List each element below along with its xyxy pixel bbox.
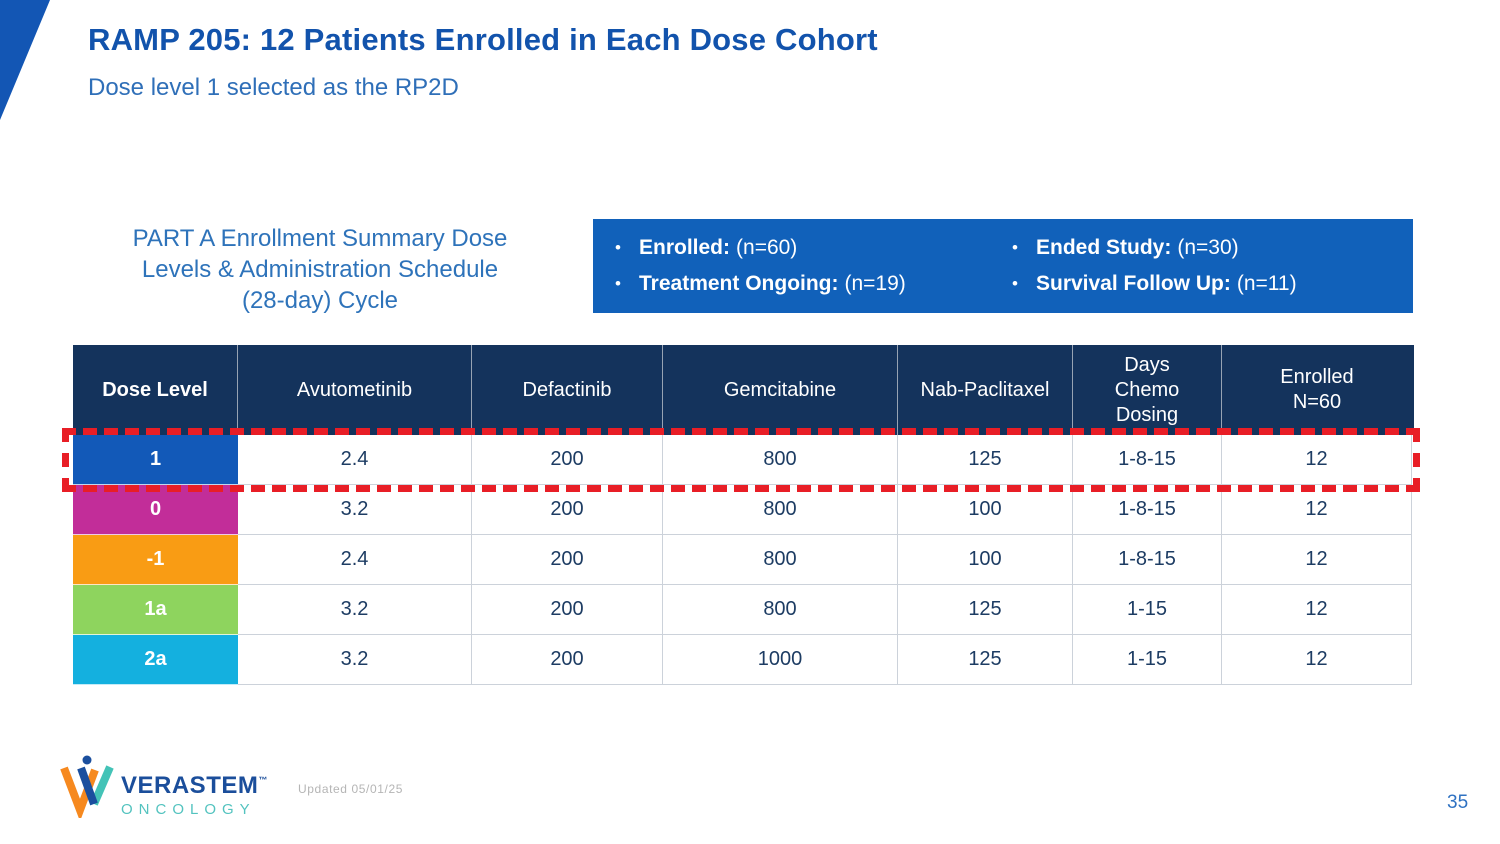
logo-brand-label: VERASTEM — [121, 772, 259, 799]
logo-brand-name: VERASTEM™ — [121, 768, 267, 798]
gemcitabine-cell: 800 — [663, 435, 898, 485]
column-header-label: Dose Level — [102, 378, 208, 401]
logo-division-name: ONCOLOGY — [121, 801, 256, 818]
enrolled-cell: 12 — [1222, 585, 1412, 635]
dose-level-cell: 0 — [73, 485, 238, 535]
bullet-icon: • — [1011, 238, 1018, 257]
table-header-row: Dose Level Avutometinib Defactinib Gemci… — [73, 345, 1414, 435]
column-header-label: Nab-Paclitaxel — [920, 378, 1050, 401]
dose-level-cell: 2a — [73, 635, 238, 685]
logo-text: VERASTEM™ ONCOLOGY — [121, 768, 267, 819]
verastem-oncology-logo: VERASTEM™ ONCOLOGY — [60, 754, 267, 818]
defactinib-cell: 200 — [472, 635, 663, 685]
status-column-left: • Enrolled: (n=60) • Treatment Ongoing: (n=1… — [615, 236, 1012, 296]
status-item-ended-study: • Ended Study: (n=30) — [1012, 236, 1391, 260]
nab-paclitaxel-cell: 125 — [898, 585, 1073, 635]
status-value: (n=60) — [736, 236, 798, 259]
defactinib-cell: 200 — [472, 535, 663, 585]
column-header-dose-level: Dose Level — [73, 345, 238, 435]
avutometinib-cell: 2.4 — [238, 435, 472, 485]
gemcitabine-cell: 800 — [663, 485, 898, 535]
verastem-logo-icon — [60, 755, 114, 818]
column-header-days-chemo-dosing: Days Chemo Dosing — [1073, 345, 1222, 435]
gemcitabine-cell: 800 — [663, 585, 898, 635]
slide-subtitle: Dose level 1 selected as the RP2D — [88, 74, 459, 101]
column-header-label: Gemcitabine — [723, 378, 837, 401]
enrolled-cell: 12 — [1222, 435, 1412, 485]
dose-cohort-table: Dose Level Avutometinib Defactinib Gemci… — [73, 345, 1414, 685]
nab-paclitaxel-cell: 125 — [898, 435, 1073, 485]
dose-level-cell: 1 — [73, 435, 238, 485]
days-chemo-dosing-cell: 1-8-15 — [1073, 435, 1222, 485]
bullet-icon: • — [1011, 274, 1018, 293]
slide-title: RAMP 205: 12 Patients Enrolled in Each D… — [88, 22, 878, 57]
table-row-dose-1: 1 2.4 200 800 125 1-8-15 12 — [73, 435, 1414, 485]
table-row-dose-1a: 1a 3.2 200 800 125 1-15 12 — [73, 585, 1414, 635]
table-row-dose-0: 0 3.2 200 800 100 1-8-15 12 — [73, 485, 1414, 535]
bullet-icon: • — [615, 238, 621, 257]
defactinib-cell: 200 — [472, 585, 663, 635]
days-chemo-dosing-cell: 1-15 — [1073, 585, 1222, 635]
defactinib-cell: 200 — [472, 485, 663, 535]
status-label: Enrolled: — [639, 236, 731, 259]
column-header-defactinib: Defactinib — [472, 345, 663, 435]
summary-heading-line: PART A Enrollment Summary Dose — [132, 225, 508, 252]
column-header-avutometinib: Avutometinib — [238, 345, 472, 435]
enrolled-cell: 12 — [1222, 485, 1412, 535]
summary-heading-line: (28-day) Cycle — [241, 287, 399, 314]
page-number: 35 — [1447, 792, 1469, 813]
status-value: (n=11) — [1236, 272, 1297, 295]
status-value: (n=30) — [1177, 236, 1239, 259]
status-item-enrolled: • Enrolled: (n=60) — [615, 236, 1012, 260]
nab-paclitaxel-cell: 125 — [898, 635, 1073, 685]
defactinib-cell: 200 — [472, 435, 663, 485]
enrollment-status-box: • Enrolled: (n=60) • Treatment Ongoing: (n=1… — [593, 219, 1413, 313]
column-header-nab-paclitaxel: Nab-Paclitaxel — [898, 345, 1073, 435]
nab-paclitaxel-cell: 100 — [898, 485, 1073, 535]
column-header-enrolled: Enrolled N=60 — [1222, 345, 1412, 435]
status-label: Survival Follow Up: — [1035, 272, 1231, 295]
column-header-label: Chemo — [1114, 378, 1180, 401]
avutometinib-cell: 2.4 — [238, 535, 472, 585]
status-item-survival-follow-up: • Survival Follow Up: (n=11) — [1012, 272, 1391, 296]
status-value: (n=19) — [844, 272, 906, 295]
status-label: Treatment Ongoing: — [639, 272, 839, 295]
column-header-label: Days — [1124, 353, 1170, 376]
enrollment-summary-heading: PART A Enrollment Summary Dose Levels & … — [78, 223, 562, 316]
days-chemo-dosing-cell: 1-15 — [1073, 635, 1222, 685]
column-header-label: Enrolled — [1280, 366, 1354, 388]
table-row-dose-2a: 2a 3.2 200 1000 125 1-15 12 — [73, 635, 1414, 685]
bullet-icon: • — [615, 274, 621, 293]
days-chemo-dosing-cell: 1-8-15 — [1073, 485, 1222, 535]
column-header-gemcitabine: Gemcitabine — [663, 345, 898, 435]
dose-level-cell: 1a — [73, 585, 238, 635]
corner-accent-triangle — [0, 0, 50, 120]
gemcitabine-cell: 800 — [663, 535, 898, 585]
gemcitabine-cell: 1000 — [663, 635, 898, 685]
enrolled-cell: 12 — [1222, 535, 1412, 585]
avutometinib-cell: 3.2 — [238, 635, 472, 685]
trademark-symbol: ™ — [258, 775, 268, 785]
nab-paclitaxel-cell: 100 — [898, 535, 1073, 585]
updated-date-note: Updated 05/01/25 — [298, 782, 404, 796]
column-header-label: Dosing — [1115, 403, 1179, 426]
table-row-dose-minus1: -1 2.4 200 800 100 1-8-15 12 — [73, 535, 1414, 585]
dose-level-cell: -1 — [73, 535, 238, 585]
column-header-label: N=60 — [1292, 391, 1342, 413]
enrolled-cell: 12 — [1222, 635, 1412, 685]
days-chemo-dosing-cell: 1-8-15 — [1073, 535, 1222, 585]
summary-heading-line: Levels & Administration Schedule — [141, 256, 499, 283]
avutometinib-cell: 3.2 — [238, 485, 472, 535]
status-label: Ended Study: — [1035, 236, 1172, 259]
column-header-label: Avutometinib — [296, 378, 413, 401]
column-header-label: Defactinib — [522, 378, 612, 401]
status-item-treatment-ongoing: • Treatment Ongoing: (n=19) — [615, 272, 1012, 296]
avutometinib-cell: 3.2 — [238, 585, 472, 635]
status-column-right: • Ended Study: (n=30) • Survival Follow Up:… — [1012, 236, 1391, 296]
